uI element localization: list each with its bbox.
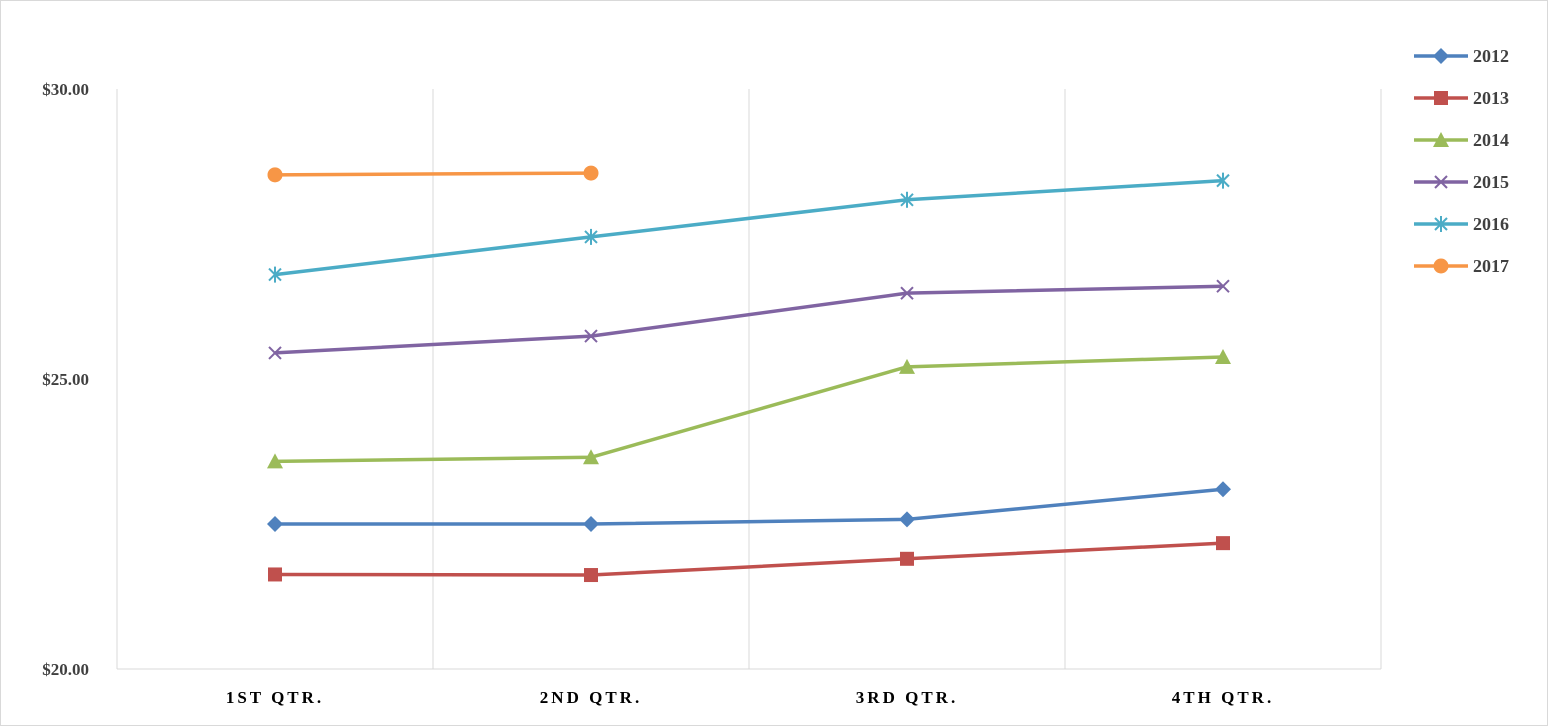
legend-label: 2017 — [1473, 256, 1509, 276]
series-2013 — [268, 536, 1230, 583]
data-point-2014 — [267, 453, 283, 469]
series-2017 — [267, 165, 599, 183]
grid-lines — [432, 89, 1066, 669]
data-point-2016 — [1216, 172, 1230, 189]
marker-stroke — [1216, 279, 1230, 293]
data-point-2012 — [1215, 481, 1231, 498]
legend-item-2014[interactable]: 2014 — [1414, 130, 1509, 150]
legend-item-2013[interactable]: 2013 — [1414, 88, 1509, 108]
legend-item-2012[interactable]: 2012 — [1414, 46, 1509, 66]
x-tick-label: 2ND QTR. — [540, 688, 642, 707]
legend-label: 2013 — [1473, 88, 1509, 108]
marker-stroke — [900, 286, 914, 300]
data-point-2017 — [583, 165, 599, 181]
data-point-2014 — [583, 449, 599, 465]
legend-item-2016[interactable]: 2016 — [1414, 214, 1509, 234]
legend-marker — [1434, 175, 1448, 189]
series-line-2017 — [274, 171, 592, 177]
y-tick-label: $30.00 — [42, 80, 89, 99]
series-line-2016 — [274, 178, 1224, 277]
legend-marker — [1434, 216, 1448, 232]
data-point-2013 — [1216, 536, 1230, 551]
data-point-2012 — [267, 516, 283, 532]
series-2014 — [267, 348, 1231, 469]
data-point-2015 — [1216, 279, 1230, 293]
data-point-2015 — [900, 286, 914, 300]
legend-marker — [1433, 48, 1449, 64]
data-point-2014 — [1215, 348, 1231, 364]
data-point-2012 — [899, 511, 915, 528]
x-tick-label: 1ST QTR. — [226, 688, 324, 707]
marker-stroke — [584, 329, 598, 343]
marker-stroke — [268, 346, 282, 360]
legend-marker — [1434, 91, 1448, 105]
legend-label: 2015 — [1473, 172, 1509, 192]
marker-stroke — [1434, 175, 1448, 189]
data-point-2015 — [584, 329, 598, 343]
x-tick-label: 4TH QTR. — [1172, 688, 1274, 707]
data-point-2016 — [900, 191, 914, 208]
legend-marker — [1433, 258, 1449, 274]
axes: $20.00 $25.00 $30.00 1ST QTR. 2ND QTR. 3RD QT… — [42, 80, 1382, 707]
data-point-2012 — [583, 516, 599, 532]
data-point-2016 — [584, 228, 598, 245]
data-point-2016 — [268, 266, 282, 283]
series-line-2013 — [274, 541, 1224, 577]
legend-marker — [1433, 132, 1449, 147]
y-tick-label: $20.00 — [42, 660, 89, 679]
data-point-2013 — [584, 568, 598, 583]
series-line-2012 — [275, 487, 1224, 526]
series-2015 — [268, 279, 1230, 360]
series-line-2015 — [274, 284, 1224, 355]
legend-label: 2014 — [1473, 130, 1509, 150]
legend[interactable]: 2012 2013 2014 2015 2016 2017 — [1414, 46, 1509, 276]
y-tick-label: $25.00 — [42, 370, 89, 389]
legend-item-2017[interactable]: 2017 — [1414, 256, 1509, 276]
legend-item-2015[interactable]: 2015 — [1414, 172, 1509, 192]
legend-label: 2016 — [1473, 214, 1509, 234]
legend-label: 2012 — [1473, 46, 1509, 66]
series-line-2014 — [274, 355, 1224, 464]
data-point-2015 — [268, 346, 282, 360]
data-point-2013 — [268, 567, 282, 582]
data-point-2013 — [900, 551, 914, 566]
series-lines — [267, 165, 1231, 583]
series-2016 — [268, 172, 1230, 283]
data-point-2017 — [267, 167, 283, 183]
x-tick-label: 3RD QTR. — [856, 688, 958, 707]
data-point-2014 — [899, 358, 915, 374]
series-2012 — [267, 481, 1231, 532]
